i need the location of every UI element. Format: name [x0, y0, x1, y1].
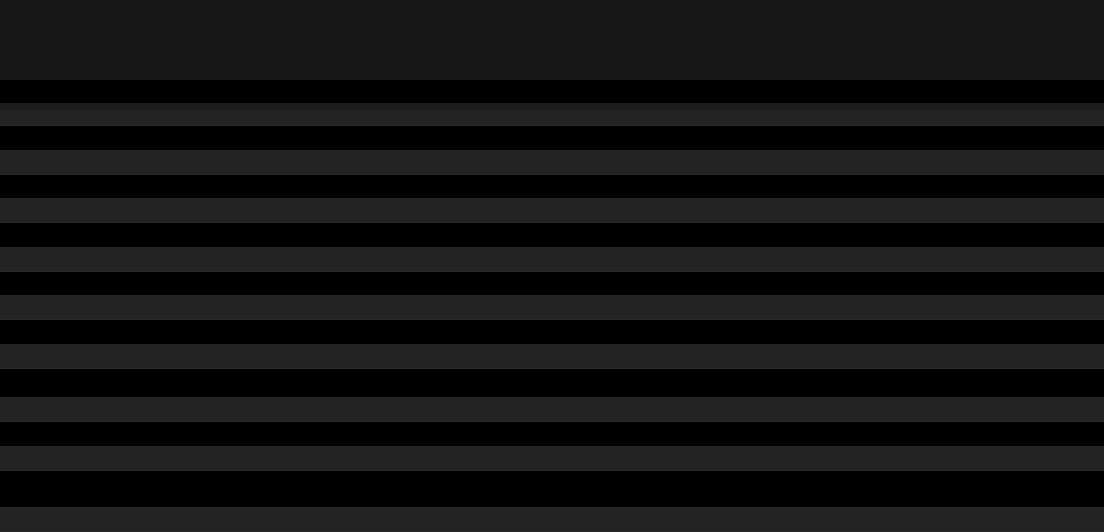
list-row: [0, 295, 1104, 320]
list-row: [0, 247, 1104, 272]
list-row: [0, 507, 1104, 532]
list-row: [0, 110, 1104, 126]
list-row: [0, 397, 1104, 422]
list-row: [0, 150, 1104, 175]
list-row: [0, 446, 1104, 471]
header-bar: [0, 0, 1104, 80]
list-row: [0, 198, 1104, 223]
subheader-divider: [0, 103, 1104, 110]
list-row: [0, 344, 1104, 369]
